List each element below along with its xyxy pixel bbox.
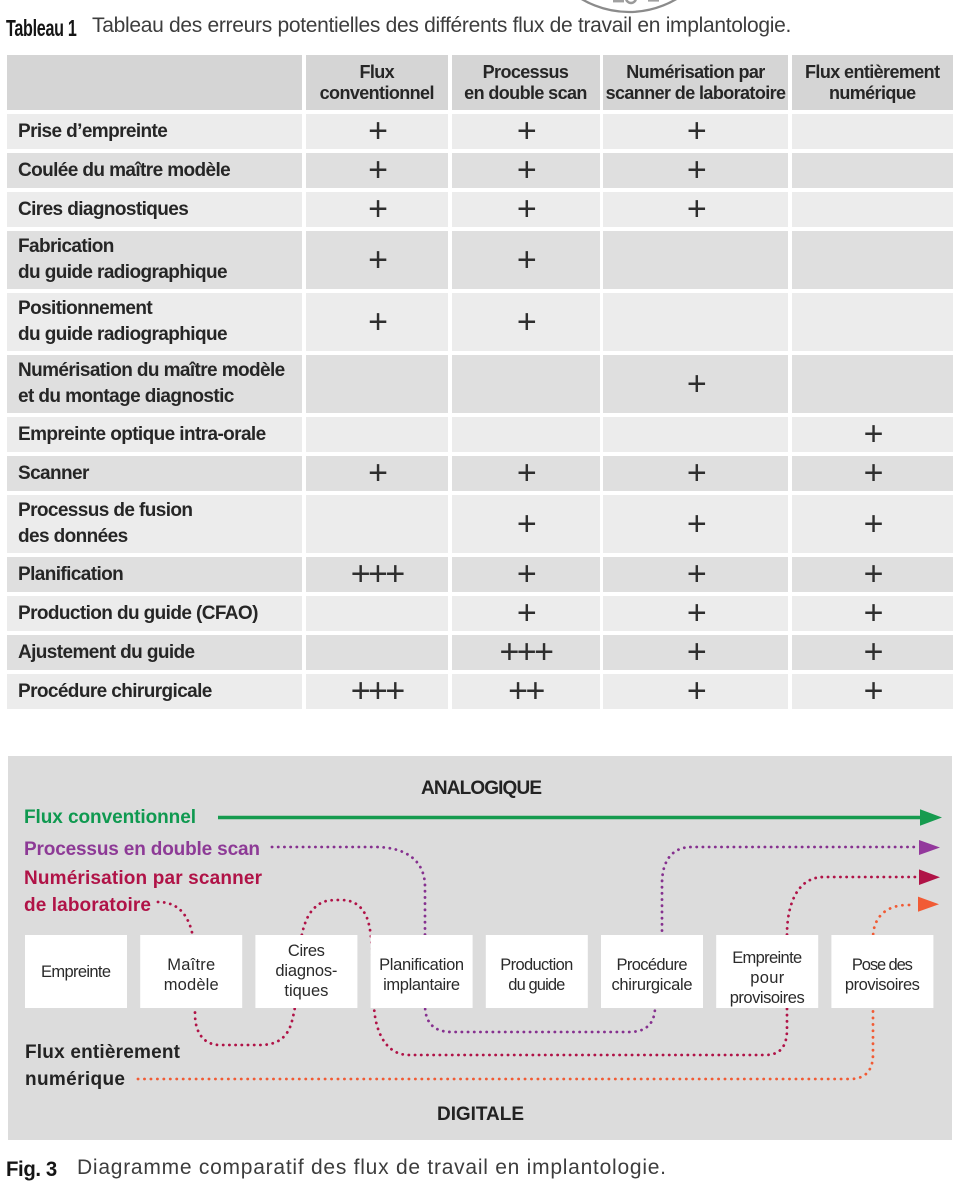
- svg-text:Empreinte: Empreinte: [41, 963, 111, 981]
- svg-text:Flux entièrement: Flux entièrement: [25, 1042, 181, 1063]
- svg-text:provisoires: provisoires: [730, 989, 805, 1007]
- svg-text:implantaire: implantaire: [383, 976, 460, 994]
- svg-text:Production: Production: [500, 956, 573, 974]
- svg-text:numérique: numérique: [25, 1069, 125, 1090]
- svg-text:Maître: Maître: [167, 956, 215, 974]
- svg-text:Planification: Planification: [379, 956, 464, 974]
- svg-text:modèle: modèle: [164, 976, 219, 994]
- svg-text:tiques: tiques: [284, 982, 328, 1000]
- svg-text:pour: pour: [750, 969, 785, 987]
- svg-text:de laboratoire: de laboratoire: [24, 895, 151, 916]
- svg-text:chirurgicale: chirurgicale: [612, 976, 693, 994]
- svg-text:DIGITALE: DIGITALE: [437, 1104, 524, 1125]
- svg-text:Flux conventionnel: Flux conventionnel: [24, 807, 196, 828]
- svg-text:ANALOGIQUE: ANALOGIQUE: [421, 778, 542, 799]
- svg-text:Cires: Cires: [288, 942, 325, 960]
- svg-text:Empreinte: Empreinte: [732, 949, 802, 967]
- svg-text:diagnos-: diagnos-: [275, 962, 337, 980]
- svg-text:Procédure: Procédure: [617, 956, 688, 974]
- svg-text:provisoires: provisoires: [845, 976, 920, 994]
- svg-text:du guide: du guide: [508, 976, 565, 994]
- svg-text:Pose des: Pose des: [852, 956, 913, 974]
- svg-text:Numérisation par scanner: Numérisation par scanner: [24, 868, 263, 889]
- svg-text:Processus en double scan: Processus en double scan: [24, 839, 260, 860]
